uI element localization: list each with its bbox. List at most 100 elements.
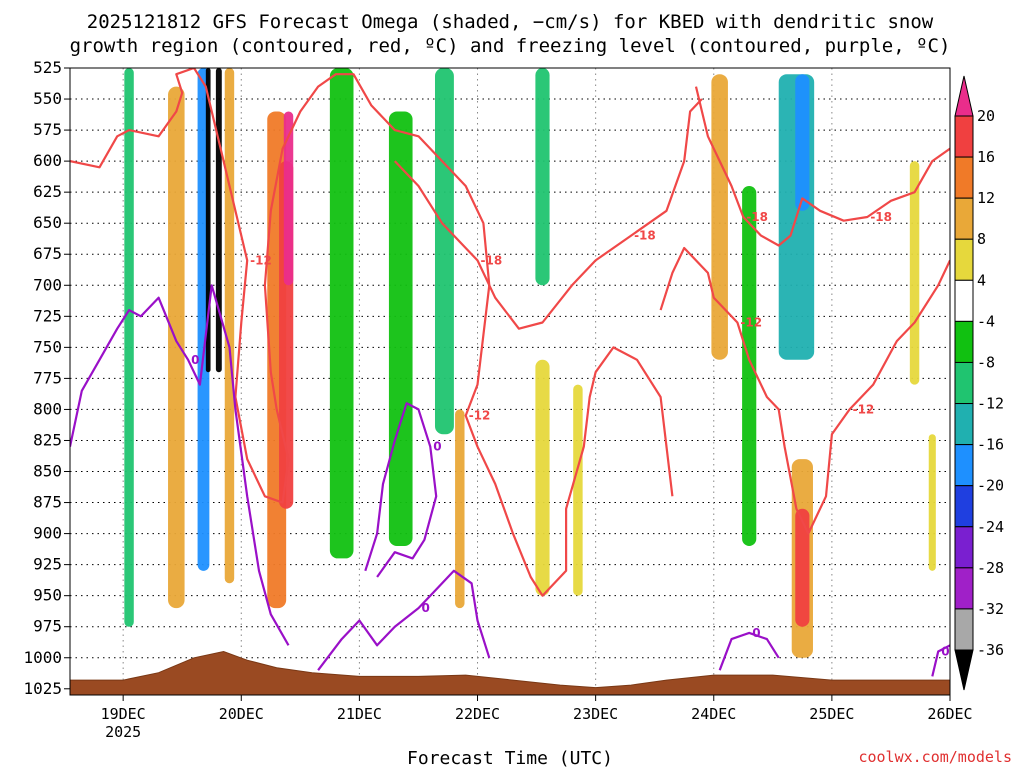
- colorbar-box-5: [954, 320, 974, 363]
- x-tick-label-23DEC: 23DEC: [573, 705, 618, 723]
- dgz-contour-line-0: [70, 68, 674, 597]
- dgz-contour-line-2: [694, 86, 950, 247]
- y-tick-label-700: 700: [33, 275, 62, 294]
- y-axis: 525 550 575 600 625 650 675 700 725 750 775 800 825 8…: [23, 58, 70, 698]
- y-tick-label-675: 675: [33, 244, 62, 263]
- freezing-contours: 0 0 0 0 0: [70, 284, 950, 677]
- x-tick-label-26DEC: 26DEC: [927, 705, 972, 723]
- omega-cell-13: [535, 68, 550, 286]
- dgz-contour-label-0-0: -12: [250, 253, 272, 267]
- colorbar-label-2: 12: [977, 189, 995, 207]
- dgz-contours: -12 -12 -18 -18 -18 -18 -12 -12: [70, 68, 950, 597]
- colorbar-label-6: -8: [977, 353, 995, 371]
- freezing-contour-label-2-0: 0: [433, 440, 441, 454]
- colorbar-box-1: [954, 156, 974, 199]
- freezing-contour-line-2: [364, 402, 438, 578]
- y-tick-label-825: 825: [33, 430, 62, 449]
- omega-shading: [124, 68, 936, 658]
- colorbar-label-4: 4: [977, 271, 986, 289]
- dgz-contour-label-0-1: -12: [469, 409, 491, 423]
- x-tick-label-22DEC: 22DEC: [455, 705, 500, 723]
- colorbar-label-11: -28: [977, 559, 1004, 577]
- y-tick-label-1025: 1025: [23, 679, 62, 698]
- dgz-contour-label-2-0: -18: [746, 210, 768, 224]
- y-tick-label-525: 525: [33, 58, 62, 77]
- colorbar-label-13: -36: [977, 641, 1004, 659]
- x-tick-label-20DEC: 20DEC: [219, 705, 264, 723]
- y-tick-label-575: 575: [33, 120, 62, 139]
- chart-title-line2: growth region (contoured, red, ºC) and f…: [70, 35, 951, 57]
- colorbar-box-0: [954, 115, 974, 158]
- freezing-contour-line-0: [70, 284, 290, 646]
- terrain-surface: [70, 650, 950, 695]
- x-year-label: 2025: [105, 723, 141, 741]
- y-tick-label-875: 875: [33, 493, 62, 512]
- omega-cell-16: [711, 74, 728, 360]
- x-tick-label-25DEC: 25DEC: [809, 705, 854, 723]
- colorbar-box-6: [954, 361, 974, 405]
- freezing-contour-label-3-0: 0: [752, 626, 760, 640]
- colorbar-label-12: -32: [977, 600, 1004, 618]
- dgz-contour-label-3-1: -12: [853, 402, 875, 416]
- x-tick-label-19DEC: 19DEC: [101, 705, 146, 723]
- omega-cell-9: [329, 68, 354, 559]
- y-tick-label-600: 600: [33, 151, 62, 170]
- y-tick-label-625: 625: [33, 182, 62, 201]
- dgz-contour-label-1-1: -18: [634, 229, 656, 243]
- y-tick-label-775: 775: [33, 368, 62, 387]
- colorbar-box-12: [954, 608, 974, 651]
- y-tick-label-800: 800: [33, 399, 62, 418]
- colorbar-box-8: [954, 444, 974, 487]
- colorbar-label-10: -24: [977, 518, 1004, 536]
- colorbar-top-arrow: [954, 75, 974, 117]
- x-tick-label-21DEC: 21DEC: [337, 705, 382, 723]
- omega-cell-15: [573, 384, 583, 596]
- colorbar-label-8: -16: [977, 436, 1004, 454]
- freezing-contour-line-3: [718, 631, 780, 671]
- freezing-contour-label-4-0: 0: [941, 645, 949, 659]
- freezing-contour-label-0-0: 0: [191, 353, 199, 367]
- terrain-area: [70, 650, 950, 695]
- colorbar-label-9: -20: [977, 477, 1004, 495]
- omega-cell-21: [795, 508, 810, 627]
- omega-cell-23: [928, 434, 936, 571]
- x-axis-label: Forecast Time (UTC): [407, 748, 613, 768]
- colorbar-label-3: 8: [977, 230, 986, 248]
- omega-cell-22: [909, 161, 920, 385]
- omega-cell-19: [795, 74, 810, 211]
- dgz-contour-line-3: [659, 246, 950, 535]
- plot-frame: [69, 67, 951, 696]
- colorbar-label-7: -12: [977, 395, 1004, 413]
- colorbar-box-4: [954, 279, 974, 322]
- omega-cell-11: [434, 68, 454, 435]
- colorbar-label-1: 16: [977, 148, 995, 166]
- colorbar-box-11: [954, 567, 974, 610]
- y-tick-label-925: 925: [33, 555, 62, 574]
- y-tick-label-850: 850: [33, 462, 62, 481]
- colorbar-box-3: [954, 238, 974, 281]
- colorbar-box-10: [954, 526, 974, 569]
- colorbar: 20 16 12 8 4 -4 -8 -12 -16 -20 -24 -28 -32 -36: [954, 75, 1004, 691]
- freezing-contour-line-4: [931, 644, 950, 677]
- y-tick-label-950: 950: [33, 586, 62, 605]
- freezing-contour-line-1: [317, 569, 491, 671]
- colorbar-box-9: [954, 485, 974, 528]
- y-tick-label-550: 550: [33, 89, 62, 108]
- omega-cell-4: [215, 68, 222, 373]
- x-axis: 19DEC 20DEC 21DEC 22DEC 23DEC 24DEC 25DEC 26DEC…: [101, 695, 973, 741]
- dgz-contour-label-2-1: -18: [870, 210, 892, 224]
- y-tick-label-1000: 1000: [23, 648, 62, 667]
- chart-title-line1: 2025121812 GFS Forecast Omega (shaded, −…: [87, 11, 934, 33]
- omega-cell-14: [535, 359, 550, 596]
- dgz-contour-label-3-0: -12: [740, 316, 762, 330]
- omega-cell-17: [742, 185, 757, 547]
- colorbar-box-2: [954, 197, 974, 240]
- omega-cell-5: [224, 68, 235, 584]
- colorbar-label-5: -4: [977, 312, 995, 330]
- x-tick-label-24DEC: 24DEC: [691, 705, 736, 723]
- colorbar-box-7: [954, 403, 974, 446]
- freezing-contour-label-1-0: 0: [421, 601, 429, 615]
- credit-link[interactable]: coolwx.com/models: [858, 748, 1012, 766]
- colorbar-bottom-arrow: [954, 649, 974, 691]
